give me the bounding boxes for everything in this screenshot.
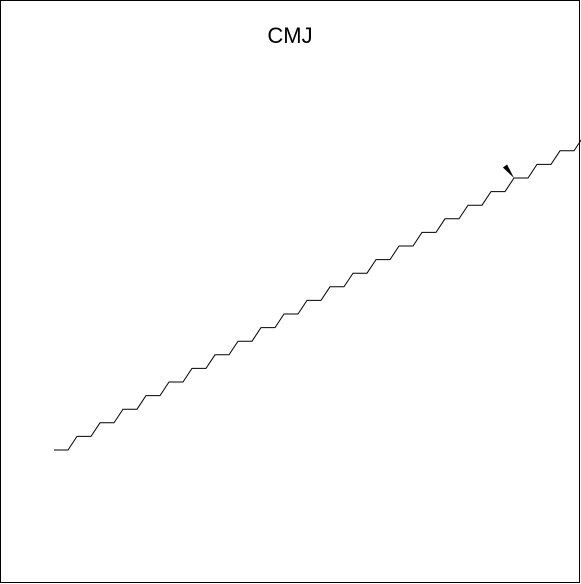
stereo-wedge — [502, 164, 514, 178]
figure-title: CMJ — [267, 23, 313, 48]
methyl-branch — [502, 164, 514, 178]
carbon-chain — [54, 139, 581, 451]
chain-bonds — [54, 139, 581, 451]
